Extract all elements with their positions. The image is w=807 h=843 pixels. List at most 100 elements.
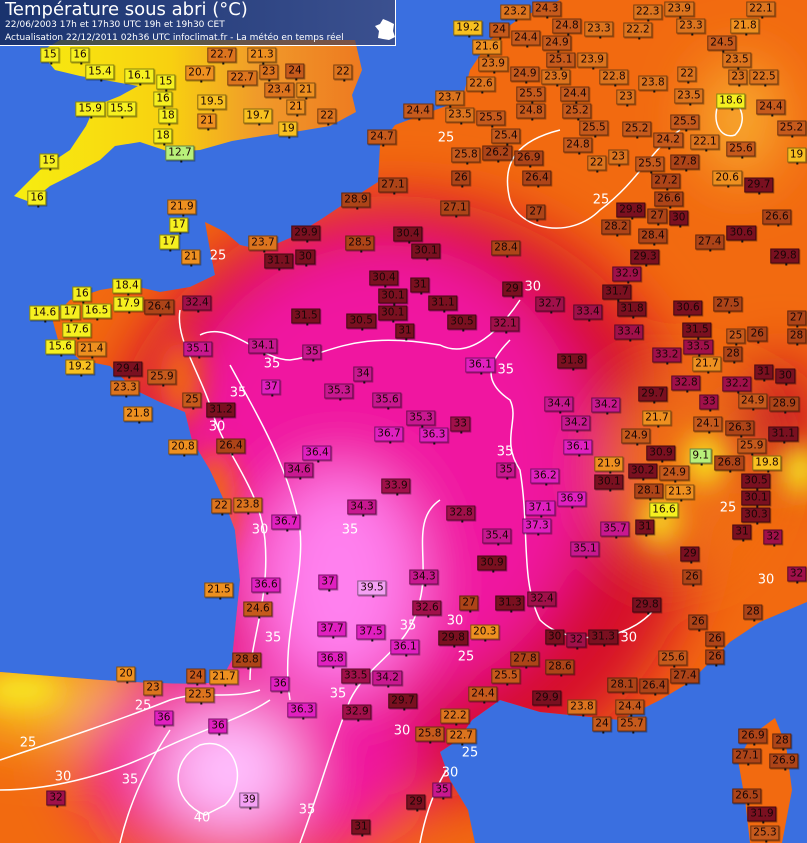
station-label: 28.5: [345, 235, 375, 253]
station-label: 16: [153, 91, 173, 109]
station-label: 30.5: [447, 314, 477, 332]
station-label: 24.6: [243, 601, 273, 619]
station-label: 26.9: [769, 753, 799, 771]
station-label: 30.5: [741, 473, 771, 491]
station-label: 31.1: [428, 295, 458, 313]
station-label: 18: [153, 128, 173, 146]
station-label: 31: [395, 323, 415, 340]
station-label: 28.4: [638, 228, 668, 246]
station-label: 32.6: [412, 600, 442, 618]
station-label: 17.9: [113, 296, 143, 314]
station-label: 30: [545, 629, 565, 647]
station-label: 23.3: [110, 380, 140, 398]
isotherm-label: 30: [757, 572, 775, 588]
station-label: 36.3: [287, 702, 317, 720]
station-label: 9.1: [689, 448, 713, 466]
station-label: 25.5: [491, 668, 521, 686]
station-label: 24: [489, 22, 509, 40]
station-label: 23: [259, 64, 279, 82]
station-label: 26.4: [522, 170, 552, 188]
station-label: 24.2: [653, 132, 683, 150]
station-label: 16.1: [124, 68, 154, 86]
station-label: 19: [786, 147, 807, 165]
station-label: 25.8: [451, 147, 481, 165]
station-label: 32: [763, 529, 783, 547]
station-label: 16: [72, 286, 92, 304]
station-label: 18.6: [716, 93, 746, 111]
station-label: 22: [211, 498, 231, 516]
station-label: 19.8: [752, 455, 782, 473]
station-label: 39.5: [357, 580, 387, 598]
station-label: 32.8: [446, 505, 476, 523]
station-label: 27: [526, 204, 546, 222]
map-header: Température sous abri (°C) 22/06/2003 17…: [0, 0, 396, 46]
isotherm-label: 25: [209, 248, 227, 264]
isotherm-label: 30: [620, 630, 638, 646]
station-label: 36: [208, 718, 228, 736]
station-label: 21.5: [204, 582, 234, 600]
station-label: 32: [786, 566, 807, 584]
station-label: 32.8: [671, 375, 701, 393]
station-label: 35.3: [406, 410, 436, 428]
isotherm-label: 35: [263, 356, 281, 372]
station-label: 21.4: [77, 341, 107, 359]
station-label: 22.7: [227, 70, 257, 88]
station-label: 24.9: [659, 465, 689, 483]
station-label: 29: [502, 281, 522, 299]
france-logo-icon: [374, 18, 396, 42]
station-label: 33.4: [573, 304, 603, 322]
station-label: 31.9: [747, 806, 777, 824]
isotherm-label: 35: [496, 444, 514, 460]
station-label: 35.1: [183, 341, 213, 359]
station-label: 27: [459, 595, 479, 613]
station-label: 17: [159, 234, 179, 252]
station-label: 16.5: [81, 303, 112, 321]
station-label: 31.8: [557, 353, 587, 371]
station-label: 32: [566, 632, 586, 650]
station-label: 26: [747, 326, 767, 344]
station-label: 26.9: [738, 728, 768, 746]
isotherm-label: 30: [54, 769, 72, 785]
station-label: 20.7: [185, 65, 215, 83]
station-label: 33.5: [340, 668, 371, 686]
station-label: 26.8: [714, 455, 744, 473]
station-label: 32.2: [722, 376, 752, 394]
station-label: 15.5: [107, 101, 137, 119]
station-label: 32.1: [490, 316, 520, 334]
station-label: 28: [723, 346, 743, 364]
station-label: 20: [116, 666, 136, 684]
station-label: 14.6: [29, 305, 60, 323]
isotherm-label: 25: [457, 649, 475, 665]
map-title: Température sous abri (°C): [5, 0, 248, 20]
station-label: 24: [285, 63, 305, 81]
station-label: 25.4: [491, 128, 521, 146]
station-label: 12.7: [165, 145, 195, 163]
station-label: 28.1: [634, 483, 664, 501]
station-label: 36.2: [530, 468, 560, 486]
station-label: 29.7: [744, 177, 774, 195]
station-label: 22.3: [632, 4, 663, 22]
station-label: 23.8: [638, 75, 668, 93]
station-label: 33.9: [381, 478, 411, 496]
isotherm-label: 35: [329, 686, 347, 702]
station-label: 23.3: [584, 21, 614, 39]
station-label: 15.4: [85, 64, 115, 82]
station-label: 29.3: [630, 249, 660, 267]
station-label: 31.2: [206, 402, 236, 420]
station-label: 23.8: [233, 497, 263, 515]
station-label: 30.1: [594, 474, 624, 492]
station-label: 26: [451, 170, 471, 188]
isotherm-label: 40: [193, 810, 211, 826]
station-label: 22.2: [623, 22, 653, 40]
station-label: 31: [732, 524, 752, 542]
station-label: 24.1: [693, 416, 723, 434]
isotherm-label: 35: [497, 362, 515, 378]
station-label: 24.9: [542, 35, 572, 53]
station-label: 39: [239, 792, 259, 810]
station-label: 27.4: [694, 234, 725, 252]
station-label: 30.3: [741, 507, 771, 525]
isotherm-label: 25: [19, 735, 37, 751]
station-label: 24.7: [367, 129, 397, 147]
station-label: 31: [410, 277, 430, 295]
